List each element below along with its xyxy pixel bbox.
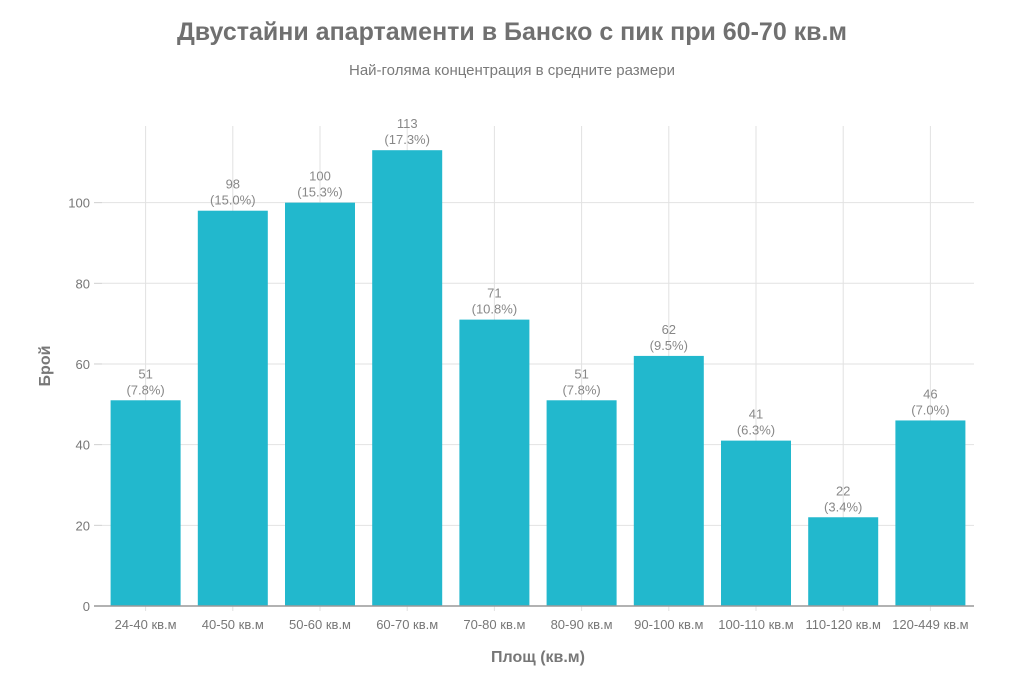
data-label-percent: (15.3%) bbox=[297, 185, 343, 200]
data-label-percent: (10.8%) bbox=[472, 302, 518, 317]
x-tick-label: 60-70 кв.м bbox=[376, 617, 438, 632]
bar bbox=[110, 400, 181, 606]
bar bbox=[285, 202, 355, 606]
data-label-value: 51 bbox=[138, 366, 152, 381]
data-label-percent: (17.3%) bbox=[384, 132, 430, 147]
bar bbox=[808, 517, 879, 606]
x-tick-label: 120-449 кв.м bbox=[892, 617, 969, 632]
data-label-value: 113 bbox=[397, 116, 418, 131]
data-label-percent: (7.8%) bbox=[126, 382, 164, 397]
data-label-percent: (7.8%) bbox=[562, 382, 600, 397]
bar bbox=[721, 440, 791, 606]
x-tick-label: 90-100 кв.м bbox=[634, 617, 703, 632]
data-label-value: 41 bbox=[749, 407, 763, 422]
data-label-value: 98 bbox=[226, 177, 240, 192]
data-label-value: 46 bbox=[923, 386, 937, 401]
x-axis-title: Площ (кв.м) bbox=[491, 649, 585, 666]
y-tick-label: 20 bbox=[76, 518, 90, 533]
y-tick-label: 60 bbox=[76, 357, 90, 372]
x-tick-label: 50-60 кв.м bbox=[289, 617, 351, 632]
x-tick-label: 100-110 кв.м bbox=[718, 617, 794, 632]
bar bbox=[546, 400, 617, 606]
y-tick-label: 100 bbox=[68, 196, 90, 211]
x-tick-label: 40-50 кв.м bbox=[202, 617, 264, 632]
y-tick-label: 40 bbox=[76, 438, 90, 453]
bar bbox=[459, 319, 530, 606]
data-label-value: 100 bbox=[309, 169, 331, 184]
data-label-value: 62 bbox=[662, 322, 676, 337]
bar bbox=[372, 150, 443, 607]
data-label-percent: (3.4%) bbox=[824, 499, 862, 514]
data-label-percent: (7.0%) bbox=[911, 402, 949, 417]
data-label-percent: (9.5%) bbox=[650, 338, 688, 353]
bar bbox=[197, 210, 268, 607]
y-axis-title: Брой bbox=[37, 346, 54, 387]
y-tick-label: 80 bbox=[76, 276, 90, 291]
x-tick-label: 80-90 кв.м bbox=[551, 617, 613, 632]
x-tick-label: 70-80 кв.м bbox=[463, 617, 525, 632]
bar bbox=[895, 420, 966, 606]
y-tick-label: 0 bbox=[83, 599, 90, 614]
data-label-value: 51 bbox=[574, 366, 588, 381]
data-label-percent: (15.0%) bbox=[210, 193, 256, 208]
x-tick-label: 110-120 кв.м bbox=[805, 617, 881, 632]
data-label-value: 71 bbox=[487, 286, 501, 301]
bar bbox=[633, 355, 704, 606]
data-label-percent: (6.3%) bbox=[737, 423, 775, 438]
chart-title: Двустайни апартаменти в Банско с пик при… bbox=[177, 18, 847, 46]
data-label-value: 22 bbox=[836, 483, 850, 498]
x-tick-label: 24-40 кв.м bbox=[115, 617, 177, 632]
chart-subtitle: Най-голяма концентрация в средните разме… bbox=[348, 62, 675, 79]
